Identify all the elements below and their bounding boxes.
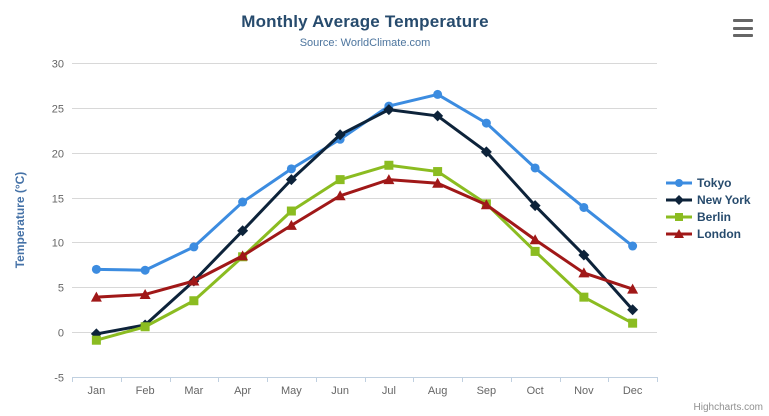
square-marker[interactable] [335,175,345,185]
y-axis-tick-label: 20 [52,149,64,161]
hamburger-icon [733,26,753,30]
square-marker[interactable] [286,206,296,216]
x-axis-tick-label: Mar [184,385,203,397]
export-menu-button[interactable] [731,17,757,39]
chart-title: Monthly Average Temperature [241,12,489,31]
x-axis-tick-label: Feb [136,385,155,397]
square-marker[interactable] [91,335,101,345]
triangle-marker[interactable] [578,267,590,278]
diamond-marker[interactable] [285,174,297,186]
series-berlin[interactable] [91,160,638,345]
legend-label: Berlin [697,209,732,224]
chart-subtitle: Source: WorldClimate.com [299,37,431,49]
diamond-legend-icon [666,194,692,205]
square-marker[interactable] [384,160,394,170]
x-axis-tick-label: Oct [527,385,544,397]
triangle-legend-icon [666,228,692,238]
triangle-marker[interactable] [139,288,151,299]
legend: Tokyo New York Berlin London [666,174,751,242]
square-marker[interactable] [189,296,199,306]
triangle-marker[interactable] [334,190,346,201]
diamond-marker[interactable] [480,146,492,158]
circle-marker[interactable] [286,164,296,174]
triangle-marker[interactable] [627,283,639,294]
series-tokyo[interactable] [91,89,638,275]
triangle-marker[interactable] [188,275,200,286]
square-marker[interactable] [530,246,540,256]
legend-label: London [697,226,741,241]
triangle-marker [674,228,684,238]
circle-marker[interactable] [433,89,443,99]
square-marker[interactable] [433,167,443,177]
x-axis-tick-label: Jun [331,385,349,397]
triangle-marker[interactable] [285,219,297,230]
diamond-marker[interactable] [529,200,541,212]
series-line [95,163,634,342]
x-axis-tick-label: Dec [623,385,643,397]
legend-item-london[interactable]: London [666,225,751,242]
x-axis-tick-label: Apr [234,385,251,397]
diamond-marker[interactable] [334,129,346,141]
triangle-marker[interactable] [529,234,541,245]
triangle-marker[interactable] [432,177,444,188]
diamond-marker[interactable] [383,104,395,116]
legend-label: Tokyo [697,175,732,190]
hamburger-icon [733,19,753,22]
y-axis-tick-label: 25 [52,104,64,116]
x-axis-tick-label: Aug [428,385,448,397]
y-axis-title: Temperature (°C) [13,172,27,269]
diamond-marker [674,194,684,205]
x-axis-tick-label: May [281,385,302,397]
circle-marker[interactable] [481,118,491,128]
circle-marker[interactable] [579,202,589,212]
circle-marker[interactable] [238,197,248,207]
diamond-marker[interactable] [578,249,590,261]
x-axis-tick-label: Jul [382,385,396,397]
y-axis-tick-label: 30 [52,59,64,71]
square-marker[interactable] [579,292,589,302]
circle-legend-icon [666,178,692,187]
legend-item-tokyo[interactable]: Tokyo [666,174,751,191]
triangle-marker[interactable] [237,250,249,261]
series-line [96,108,634,336]
legend-label: New York [697,192,751,207]
legend-item-new-york[interactable]: New York [666,191,751,208]
x-axis-tick-label: Jan [88,385,106,397]
series-new-york[interactable] [90,104,639,340]
square-legend-icon [666,212,692,221]
y-axis-tick-label: -5 [54,373,64,385]
triangle-marker[interactable] [383,174,395,185]
y-axis-tick-label: 0 [58,328,64,340]
circle-marker[interactable] [189,242,199,252]
square-marker[interactable] [140,322,150,332]
hamburger-icon [733,34,753,37]
y-axis-tick-label: 15 [52,194,64,206]
diamond-marker[interactable] [237,225,249,237]
triangle-marker[interactable] [90,291,102,302]
circle-marker[interactable] [140,265,150,275]
series-line [96,178,634,299]
square-marker[interactable] [628,318,638,328]
circle-marker[interactable] [530,163,540,173]
circle-marker [675,178,683,187]
diamond-marker[interactable] [627,304,639,316]
circle-marker[interactable] [628,241,638,251]
highcharts-credit[interactable]: Highcharts.com [693,402,763,413]
square-marker [675,212,683,221]
y-axis-tick-label: 10 [52,238,64,250]
y-axis-tick-label: 5 [58,283,64,295]
diamond-marker[interactable] [432,110,444,122]
x-axis-tick-label: Nov [574,385,594,397]
series-london[interactable] [90,174,639,302]
x-axis-tick-label: Sep [477,385,497,397]
circle-marker[interactable] [91,264,101,274]
legend-item-berlin[interactable]: Berlin [666,208,751,225]
triangle-marker[interactable] [480,199,492,210]
